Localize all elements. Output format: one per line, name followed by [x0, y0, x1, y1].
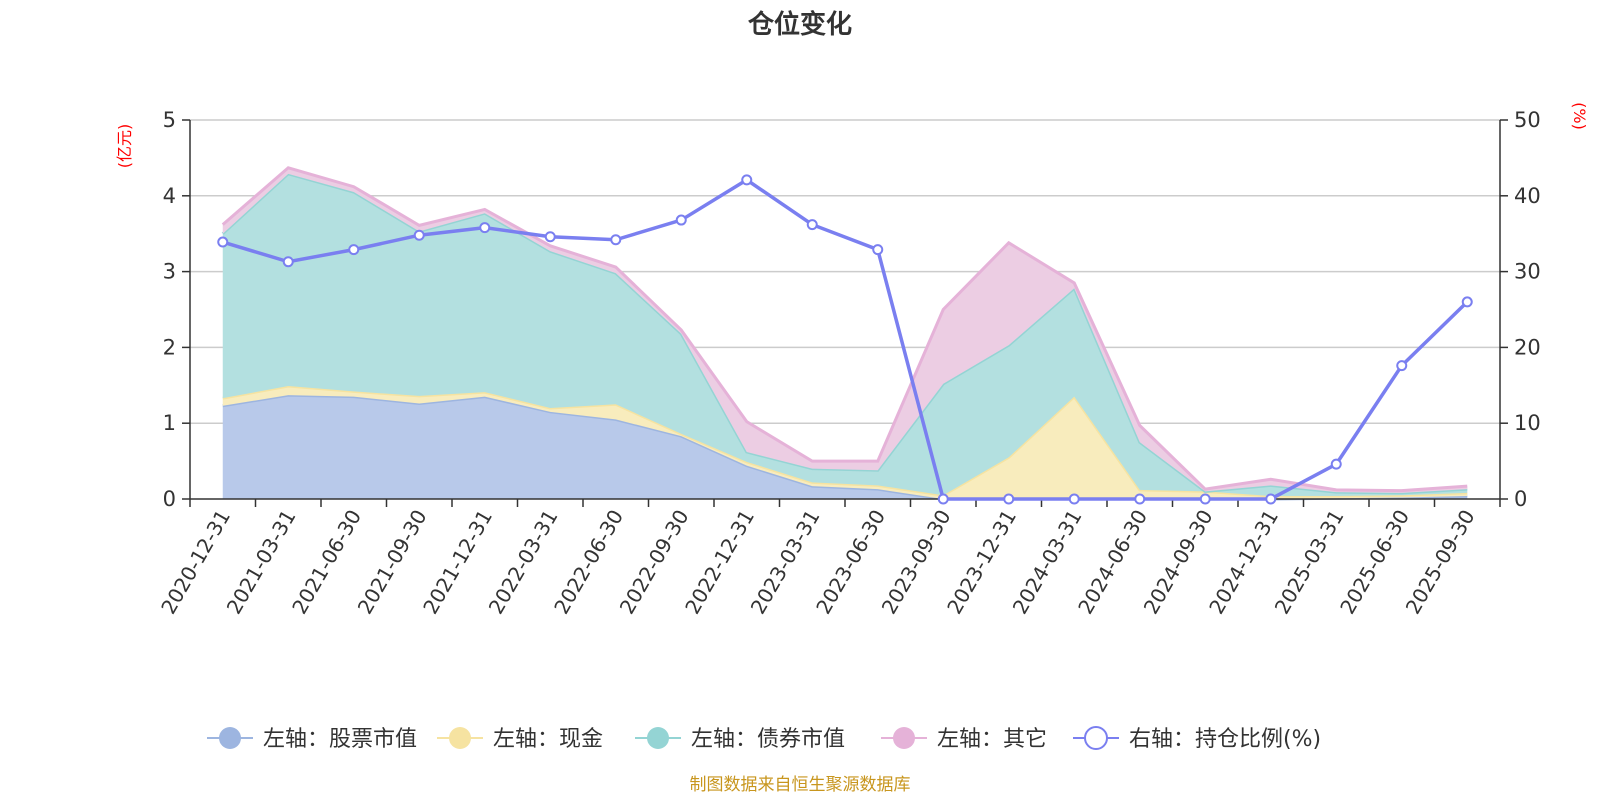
- ratio-point: [806, 219, 818, 231]
- x-tick-label: 2023-03-31: [746, 506, 825, 619]
- ratio-point: [1265, 493, 1277, 505]
- ratio-point: [1003, 493, 1015, 505]
- x-tick-label: 2023-06-30: [811, 506, 890, 619]
- x-tick-label: 2024-06-30: [1073, 506, 1152, 619]
- ratio-point: [1134, 493, 1146, 505]
- ratio-point: [1068, 493, 1080, 505]
- left-tick-label: 1: [163, 411, 176, 435]
- left-tick-label: 2: [163, 335, 176, 359]
- left-axis-unit: (亿元): [115, 124, 134, 169]
- ratio-point: [741, 174, 753, 186]
- x-tick-label: 2025-03-31: [1270, 506, 1349, 619]
- x-tick-label: 2022-03-31: [484, 506, 563, 619]
- x-tick-label: 2024-09-30: [1139, 506, 1218, 619]
- x-tick-label: 2025-09-30: [1401, 506, 1480, 619]
- right-tick-label: 30: [1514, 260, 1541, 284]
- left-tick-label: 4: [163, 184, 176, 208]
- x-tick-label: 2025-06-30: [1335, 506, 1414, 619]
- left-tick-label: 0: [163, 487, 176, 511]
- ratio-point: [1461, 296, 1473, 308]
- ratio-point: [1199, 493, 1211, 505]
- legend-item: 左轴：股票市值: [207, 727, 417, 752]
- right-tick-label: 50: [1514, 108, 1541, 132]
- legend-label: 左轴：现金: [493, 727, 603, 752]
- right-tick-label: 40: [1514, 184, 1541, 208]
- area-左轴：股票市值: [222, 395, 1468, 499]
- legend-label: 左轴：其它: [937, 727, 1047, 752]
- x-tick-label: 2021-09-30: [353, 506, 432, 619]
- ratio-point: [282, 256, 294, 268]
- x-tick-label: 2023-09-30: [877, 506, 956, 619]
- ratio-line-path: [222, 177, 1469, 501]
- ratio-point: [675, 214, 687, 226]
- legend-label: 右轴：持仓比例(%): [1129, 727, 1321, 752]
- legend-label: 左轴：债券市值: [691, 727, 845, 752]
- x-tick-label: 2020-12-31: [156, 506, 235, 619]
- legend-marker: [1084, 726, 1108, 750]
- data-source-note: 制图数据来自恒生聚源数据库: [690, 775, 911, 795]
- x-tick-label: 2022-12-31: [680, 506, 759, 619]
- x-tick-label: 2022-06-30: [549, 506, 628, 619]
- legend-label: 左轴：股票市值: [263, 727, 417, 752]
- ratio-point: [1396, 360, 1408, 372]
- legend-marker: [893, 727, 915, 749]
- x-tick-label: 2023-12-31: [942, 506, 1021, 619]
- x-tick-label: 2024-03-31: [1008, 506, 1087, 619]
- ratio-point: [937, 493, 949, 505]
- x-tick-label: 2021-12-31: [418, 506, 497, 619]
- ratio-point: [217, 236, 229, 248]
- ratio-point: [1330, 458, 1342, 470]
- chart-title: 仓位变化: [747, 9, 852, 40]
- ratio-line: [217, 174, 1473, 505]
- legend: 左轴：股票市值 左轴：现金 左轴：债券市值 左轴：其它 右轴：持仓比例(%): [207, 726, 1321, 752]
- right-tick-label: 20: [1514, 335, 1541, 359]
- x-tick-label: 2021-06-30: [287, 506, 366, 619]
- area-左轴：债券市值: [222, 173, 1468, 496]
- legend-marker: [449, 727, 471, 749]
- legend-marker: [647, 727, 669, 749]
- x-tick-label: 2024-12-31: [1204, 506, 1283, 619]
- x-tick-label: 2021-03-31: [222, 506, 301, 619]
- legend-item: 左轴：债券市值: [635, 727, 845, 752]
- area-edge-左轴：其它: [221, 166, 1468, 493]
- legend-item: 左轴：现金: [437, 727, 603, 752]
- right-tick-label: 0: [1514, 487, 1527, 511]
- ratio-point: [610, 234, 622, 246]
- legend-item: 左轴：其它: [881, 727, 1047, 752]
- left-tick-label: 3: [163, 260, 176, 284]
- legend-item: 右轴：持仓比例(%): [1073, 726, 1321, 752]
- stacked-areas: [221, 166, 1468, 501]
- ratio-point: [479, 222, 491, 234]
- ratio-point: [413, 229, 425, 241]
- x-tick-label: 2022-09-30: [615, 506, 694, 619]
- left-tick-label: 5: [163, 108, 176, 132]
- ratio-point: [544, 231, 556, 243]
- right-tick-label: 10: [1514, 411, 1541, 435]
- right-axis-unit: (%): [1570, 102, 1589, 130]
- ratio-point: [348, 244, 360, 256]
- legend-marker: [219, 727, 241, 749]
- ratio-point: [872, 244, 884, 256]
